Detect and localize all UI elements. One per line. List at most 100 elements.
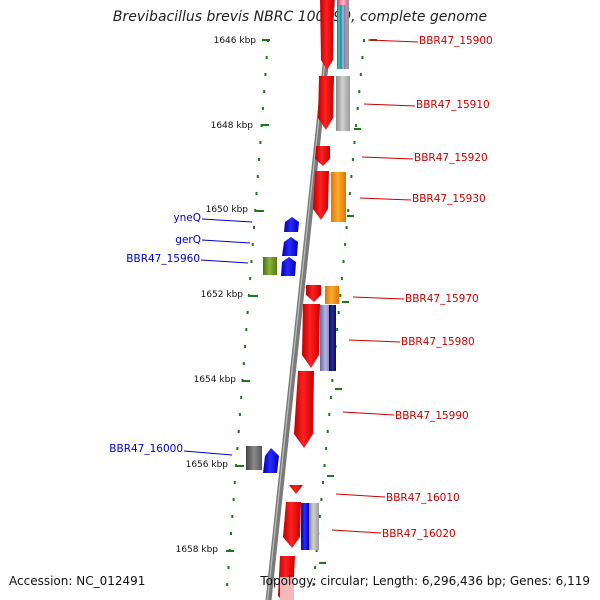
ruler-label: 1646 kbp [214,36,257,46]
tick-dot [358,90,361,93]
tick-dot [339,294,342,297]
tick-dot [236,447,239,450]
tick-dot [342,260,345,263]
accession-text: Accession: NC_012491 [9,574,146,588]
label-connector [200,259,249,264]
gene-partial-homolog [280,577,294,600]
label-connector [363,103,416,107]
gene-bbr47-15900[interactable] [320,0,334,70]
label-connector [348,339,401,343]
tick-dot [246,311,249,314]
ruler-label: 1656 kbp [186,460,229,470]
tick-dot [232,498,235,501]
tick-dot [255,192,258,195]
ruler-label: 1652 kbp [201,290,244,300]
tick-dot [247,294,250,297]
gene-bbr47-16010[interactable] [289,485,303,494]
gene-label-bbr47-15900[interactable]: BBR47_15900 [419,35,493,47]
reverse-gene-labels: yneQ gerQ BBR47_15960 BBR47_16000 [109,212,253,456]
gene-bbr47-15900-homolog [345,0,349,69]
tick-dot [356,107,359,110]
tick-dot [340,277,343,280]
gene-bbr47-15960[interactable] [281,257,296,276]
label-connector [361,156,414,160]
gene-bbr47-16020[interactable] [283,502,301,548]
gene-label-bbr47-15910[interactable]: BBR47_15910 [416,99,490,111]
tick-dot [328,413,331,416]
gene-bbr47-15900-homolog [341,0,345,69]
gene-label-bbr47-15990[interactable]: BBR47_15990 [395,410,469,422]
tick-dot [259,141,262,144]
tick-dot [344,243,347,246]
label-connector [201,218,253,223]
tick-dot [230,532,232,535]
gene-bbr47-15910-homolog [336,76,350,131]
tick-dot [361,56,364,59]
gene-bbr47-15990[interactable] [294,371,314,448]
gene-bbr47-16020-homolog [309,503,319,550]
gene-bbr47-15910[interactable] [318,76,334,130]
gene-label-gerq[interactable]: gerQ [175,234,201,246]
tick-dot [347,209,350,212]
label-connector [201,239,251,244]
gene-gerq[interactable] [282,237,298,256]
ruler-label: 1650 kbp [206,205,249,215]
gene-label-bbr47-15960[interactable]: BBR47_15960 [126,253,200,265]
gene-bbr47-15980[interactable] [302,304,320,368]
tick-dot [363,39,365,42]
gene-bbr47-15980-homolog [320,305,331,371]
gene-yneq[interactable] [284,217,299,232]
topology-text: Topology: circular; Length: 6,296,436 bp… [260,574,590,588]
gene-bbr47-15930-homolog [331,172,346,222]
tick-dot [256,175,259,178]
tick-dot [323,464,326,467]
gene-label-yneq[interactable]: yneQ [173,212,201,224]
tick-dot [237,430,240,433]
tick-dot [312,583,315,586]
gene-label-bbr47-15970[interactable]: BBR47_15970 [405,293,479,305]
gene-bbr47-16000[interactable] [263,448,279,473]
tick-dot [254,209,257,212]
tick-dot [244,345,247,348]
tick-dot [242,362,245,365]
gene-label-bbr47-15980[interactable]: BBR47_15980 [401,336,475,348]
gene-bbr47-15920[interactable] [315,146,330,166]
ruler-label: 1648 kbp [211,121,254,131]
tick-dot [320,498,323,501]
ruler: 1646 kbp 1648 kbp 1650 kbp 1652 kbp 1654… [176,36,270,555]
tick-dot [353,141,356,144]
gene-bbr47-15930[interactable] [313,171,329,220]
gene-bbr47-16020-homolog [301,503,309,550]
gene-label-bbr47-15920[interactable]: BBR47_15920 [414,152,488,164]
forward-gene-labels: BBR47_15900 BBR47_15910 BBR47_15920 BBR4… [331,35,493,540]
gene-bbr47-16000-homolog [246,446,262,470]
label-connector [331,529,382,534]
tick-dot [350,175,353,178]
tick-dot [359,73,362,76]
label-connector [367,39,419,43]
gene-label-bbr47-15930[interactable]: BBR47_15930 [412,193,486,205]
label-connector [359,197,412,201]
tick-dot [351,158,354,161]
label-connector [342,411,395,416]
gene-bbr47-15970[interactable] [306,285,321,302]
tick-dot [263,90,266,93]
reverse-strand-genes [246,217,299,473]
forward-strand-genes [278,0,350,600]
gene-bbr47-15960-homolog [263,257,277,275]
tick-dot [238,413,241,416]
tick-dot [355,124,358,127]
tick-dot [314,566,317,569]
tick-dot [265,56,268,59]
tick-dot [318,515,321,518]
gene-label-bbr47-16000[interactable]: BBR47_16000 [109,443,183,455]
gene-label-bbr47-16010[interactable]: BBR47_16010 [386,492,460,504]
tick-dot [251,243,254,246]
map-title: Brevibacillus brevis NBRC 100599, comple… [112,9,488,25]
tick-dot [329,396,332,399]
gene-label-bbr47-16020[interactable]: BBR47_16020 [382,528,456,540]
tick-dot [325,447,328,450]
gene-marker [338,0,348,5]
tick-dot [227,566,230,569]
